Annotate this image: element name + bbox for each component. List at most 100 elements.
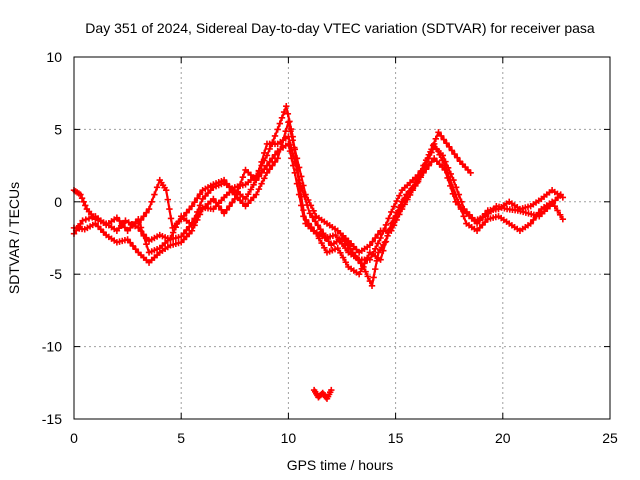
series-isolated-cluster	[310, 386, 335, 402]
data-point	[80, 198, 87, 205]
data-point	[481, 210, 489, 217]
data-point	[122, 217, 129, 224]
x-tick-label: 25	[602, 430, 618, 446]
data-point	[398, 205, 406, 213]
x-tick-label: 10	[281, 430, 297, 446]
data-point	[271, 158, 279, 166]
data-point	[390, 203, 398, 210]
data-point	[363, 254, 371, 262]
data-point	[328, 386, 335, 394]
data-point	[295, 164, 303, 171]
data-point	[218, 206, 225, 213]
data-point	[220, 176, 228, 184]
data-point	[420, 162, 427, 169]
y-tick-label: -10	[42, 339, 62, 355]
data-point	[361, 260, 368, 267]
data-point	[332, 231, 339, 239]
data-point	[183, 209, 190, 216]
data-point	[287, 141, 294, 149]
data-point	[258, 158, 265, 166]
data-point	[261, 175, 268, 182]
data-point	[479, 213, 486, 221]
data-point	[396, 211, 403, 218]
data-point	[355, 271, 363, 278]
data-point	[312, 218, 319, 225]
data-point	[454, 154, 461, 161]
data-point	[396, 192, 403, 199]
data-point	[167, 234, 174, 242]
data-point	[422, 166, 430, 173]
data-point	[285, 133, 292, 140]
data-point	[289, 137, 296, 144]
data-point	[404, 196, 411, 203]
data-point	[129, 242, 137, 250]
data-point	[370, 274, 377, 281]
data-point	[451, 150, 458, 158]
series-track-c	[70, 133, 567, 278]
data-point	[180, 230, 188, 237]
data-point	[194, 194, 201, 202]
data-point	[191, 222, 198, 229]
data-point	[191, 198, 198, 206]
data-point	[300, 182, 307, 189]
data-point	[435, 129, 442, 136]
x-tick-label: 20	[495, 430, 511, 446]
data-point	[307, 202, 315, 209]
data-point	[325, 238, 332, 245]
plot-frame	[73, 56, 611, 420]
data-point	[556, 211, 564, 219]
data-point	[210, 195, 217, 203]
data-point	[82, 202, 89, 209]
data-point	[186, 206, 193, 213]
data-point	[183, 226, 190, 234]
data-point	[362, 268, 369, 275]
data-point	[178, 215, 185, 223]
data-point	[236, 181, 244, 188]
data-point	[121, 224, 129, 231]
data-point	[430, 140, 438, 148]
y-tick-label: 10	[46, 49, 62, 65]
data-point	[153, 184, 161, 191]
data-point	[554, 207, 561, 214]
data-point	[535, 209, 542, 216]
data-point	[377, 234, 384, 242]
data-point	[89, 214, 96, 221]
data-point	[372, 234, 379, 242]
data-point	[306, 210, 314, 217]
data-point	[366, 277, 374, 285]
data-point	[388, 227, 395, 234]
data-point	[422, 156, 430, 164]
series-track-a	[70, 103, 474, 289]
data-point	[374, 240, 382, 247]
data-point	[180, 212, 188, 220]
data-point	[82, 216, 89, 223]
data-point	[276, 120, 284, 127]
data-point	[127, 239, 134, 246]
data-point	[385, 215, 392, 222]
data-point	[315, 235, 323, 242]
data-point	[390, 222, 398, 229]
data-point	[393, 216, 400, 224]
x-axis-label: GPS time / hours	[287, 457, 394, 473]
data-point	[258, 180, 265, 187]
data-point	[338, 240, 346, 247]
data-point	[212, 199, 220, 206]
axis-ticks	[73, 56, 611, 420]
data-point	[337, 249, 344, 257]
data-point	[342, 244, 349, 252]
data-point	[253, 191, 260, 198]
data-point	[255, 185, 263, 193]
series-line	[72, 135, 564, 276]
data-point	[263, 162, 271, 169]
data-point	[255, 167, 263, 175]
data-point	[532, 213, 540, 220]
data-point	[274, 126, 281, 133]
data-point	[137, 216, 145, 224]
data-point	[220, 210, 228, 217]
data-point	[137, 224, 145, 231]
data-point	[143, 209, 150, 216]
data-point	[314, 222, 322, 229]
data-point	[298, 193, 305, 200]
data-point	[188, 227, 196, 234]
data-point	[366, 242, 374, 249]
